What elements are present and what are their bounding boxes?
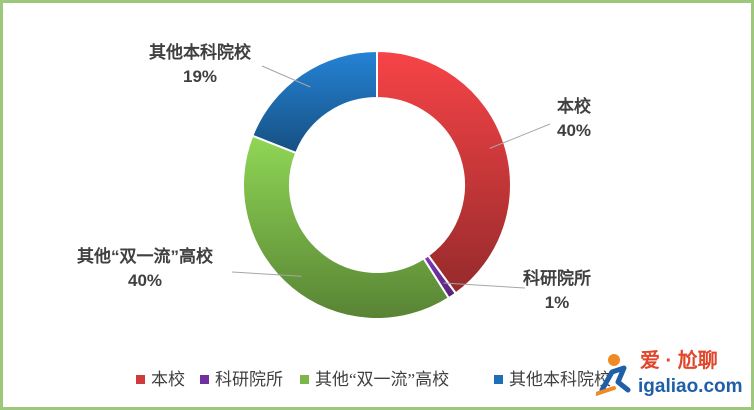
leader-line-double-first-class [231, 271, 302, 277]
slice-value-research-institutes: 1% [545, 293, 570, 312]
leader-line-research-institutes [443, 282, 526, 289]
legend-swatch-research-institutes [200, 375, 209, 384]
legend-swatch-other-undergrad [494, 375, 503, 384]
watermark: 爱 · 尬聊 igaliao.com [594, 342, 746, 400]
legend-item-double-first-class: 其他“双一流”高校 [300, 370, 449, 389]
leader-line-main-campus [489, 123, 551, 149]
legend-label-research-institutes: 科研院所 [215, 370, 283, 389]
legend-swatch-main-campus [136, 375, 145, 384]
legend-item-research-institutes: 科研院所 [200, 370, 283, 389]
leader-line-other-undergrad [261, 65, 311, 88]
legend-item-other-undergrad: 其他本科院校 [494, 370, 611, 389]
legend-swatch-double-first-class [300, 375, 309, 384]
slice-value-double-first-class: 40% [128, 271, 162, 290]
slice-label-research-institutes: 科研院所 [523, 268, 591, 288]
running-figure-icon [594, 354, 631, 396]
legend-label-double-first-class: 其他“双一流”高校 [315, 370, 449, 389]
watermark-url: igaliao.com [638, 376, 743, 397]
slice-main-campus [376, 49, 512, 295]
legend-label-other-undergrad: 其他本科院校 [509, 370, 611, 389]
slice-label-double-first-class: 其他“双一流”高校 [77, 246, 214, 266]
legend-item-main-campus: 本校 [136, 370, 185, 389]
slice-label-main-campus: 本校 [557, 96, 592, 116]
slice-double-first-class [242, 134, 451, 320]
slice-other-undergrad [251, 49, 378, 155]
legend-label-main-campus: 本校 [151, 370, 185, 389]
watermark-title: 爱 · 尬聊 [640, 348, 718, 372]
slice-value-other-undergrad: 19% [183, 67, 217, 86]
slice-label-other-undergrad: 其他本科院校 [149, 42, 252, 62]
slice-value-main-campus: 40% [557, 121, 591, 140]
